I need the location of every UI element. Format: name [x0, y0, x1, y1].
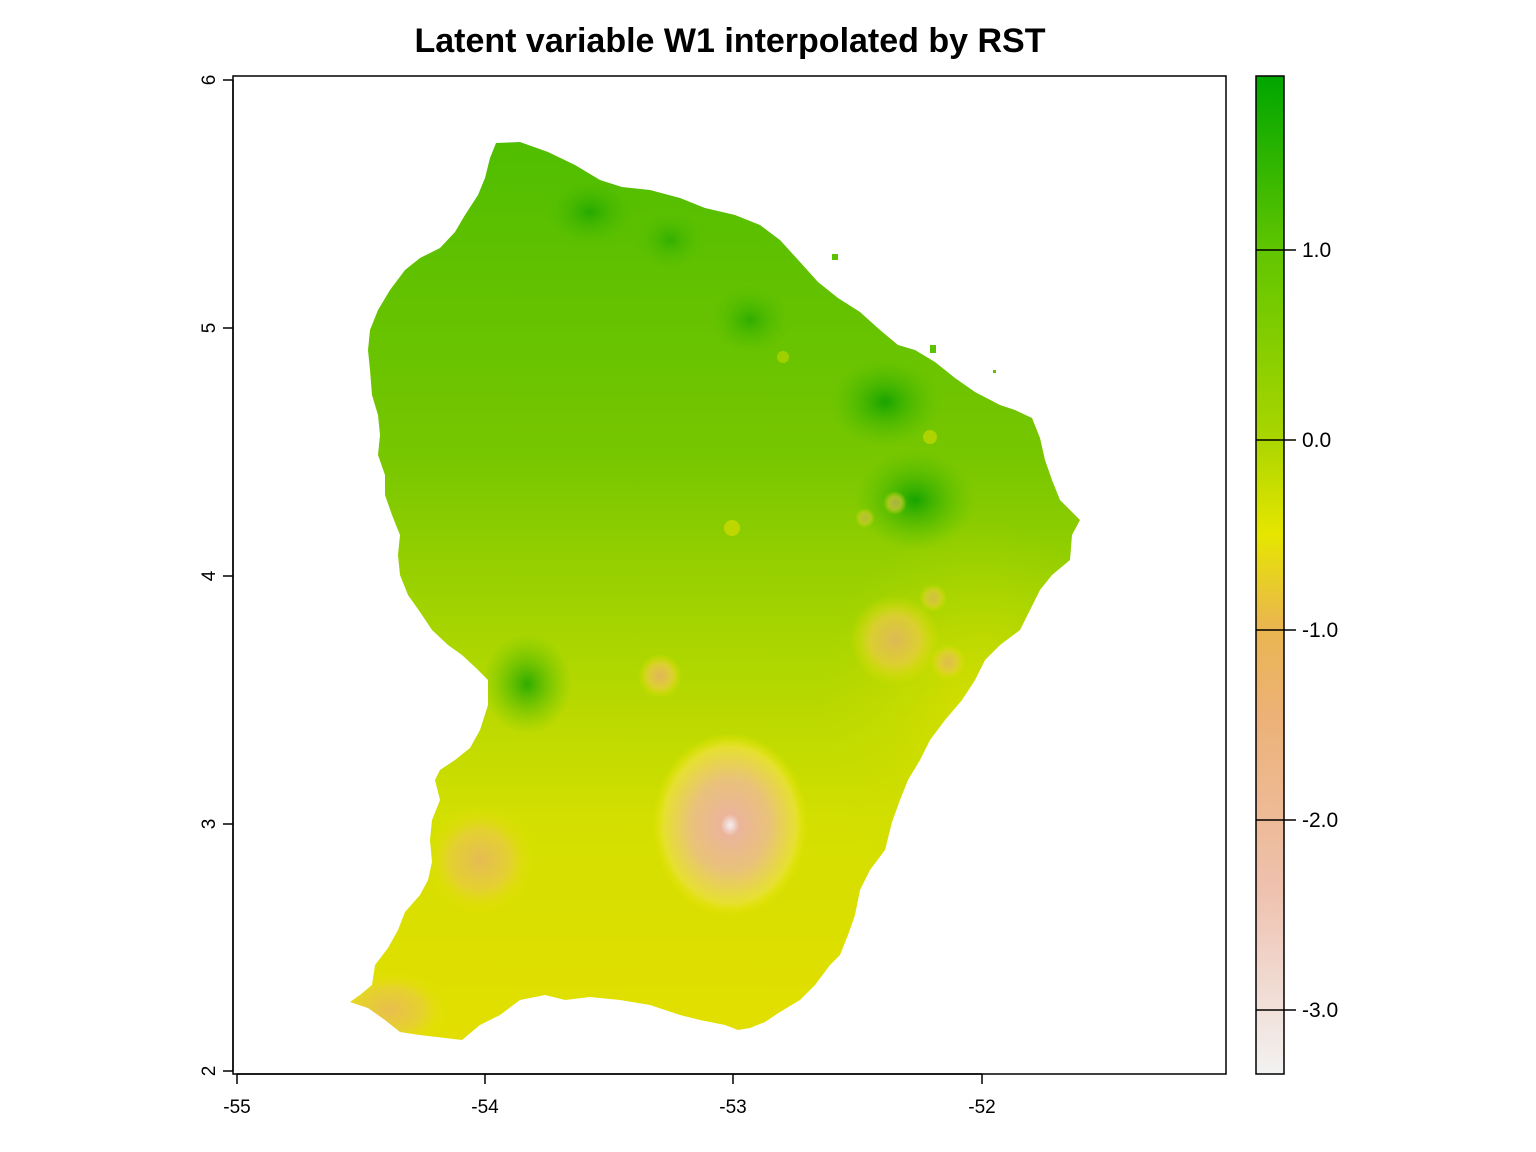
- y-tick-label: 3: [199, 819, 220, 830]
- legend-tick-label: 0.0: [1302, 429, 1331, 452]
- y-axis: 2 3 4 5 6: [199, 75, 234, 1077]
- legend-tick-label: -2.0: [1302, 809, 1338, 832]
- x-tick-label: -53: [719, 1097, 746, 1118]
- y-tick-label: 6: [199, 75, 220, 86]
- legend-tick-label: -1.0: [1302, 619, 1338, 642]
- y-tick-label: 5: [199, 323, 220, 334]
- plot-title: Latent variable W1 interpolated by RST: [414, 22, 1046, 60]
- legend-colorbar: [1255, 75, 1285, 1075]
- x-tick-label: -54: [471, 1097, 499, 1118]
- x-tick-label: -52: [968, 1097, 995, 1118]
- legend-tick-label: 1.0: [1302, 239, 1331, 262]
- x-tick-label: -55: [223, 1097, 250, 1118]
- legend-tick-label: -3.0: [1302, 999, 1338, 1022]
- x-axis: -55 -54 -53 -52: [223, 1073, 996, 1118]
- y-tick-label: 4: [199, 570, 220, 581]
- color-legend: 1.0 0.0 -1.0 -2.0 -3.0: [1255, 75, 1338, 1075]
- y-tick-label: 2: [199, 1066, 220, 1077]
